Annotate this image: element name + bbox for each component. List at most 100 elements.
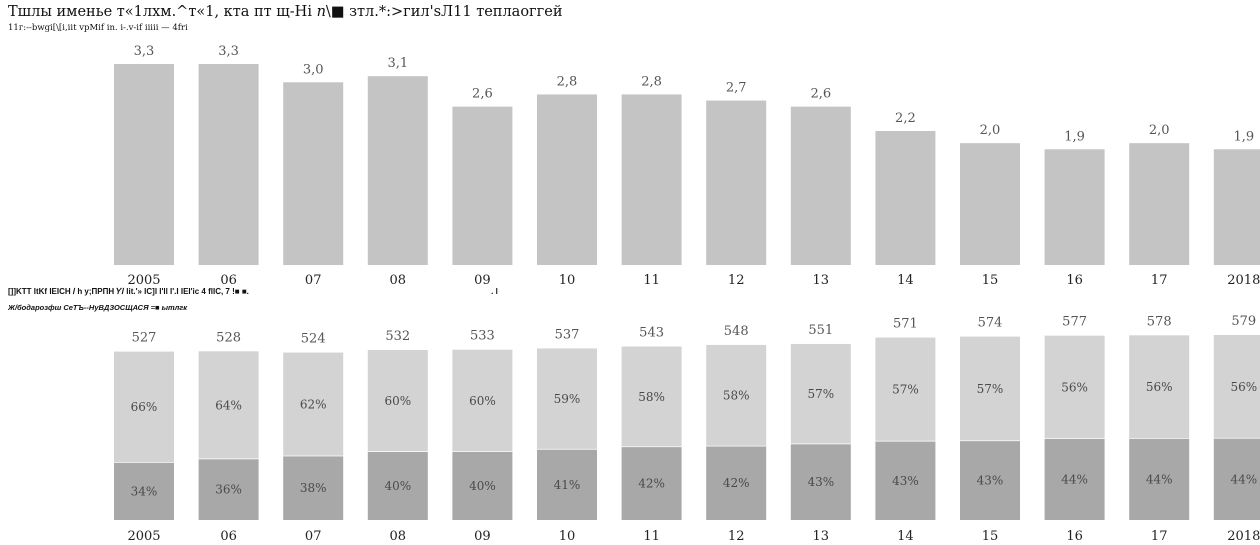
value-label-14: 2,2 (895, 111, 916, 126)
lower-pct-14: 43% (892, 474, 919, 488)
stack-lower-16 (1044, 438, 1105, 520)
chart-title: Тшлы именье т«1лхм.^т«1, кта пт щ-Нi 𝑛\■… (8, 4, 563, 20)
lower-pct-10: 41% (554, 478, 581, 492)
x-tick-bottom-11: 11 (643, 529, 660, 544)
total-label-12: 548 (724, 324, 749, 339)
x-tick-bottom-2018: 2018 (1227, 529, 1260, 544)
upper-pct-07: 62% (300, 397, 327, 411)
total-label-14: 571 (893, 317, 918, 332)
x-tick-top-11: 11 (643, 273, 660, 288)
stack-upper-15 (960, 336, 1020, 442)
bar-16 (1044, 149, 1105, 265)
x-tick-top-15: 15 (982, 273, 999, 288)
stack-lower-08 (367, 452, 428, 520)
stack-upper-13 (790, 343, 851, 445)
total-label-07: 524 (301, 332, 326, 347)
upper-pct-16: 56% (1061, 380, 1088, 394)
stack-lower-17 (1129, 438, 1190, 520)
second-chart-subtitle: Ж/бодарозфш СеТЪ--НуВДЗОСЩАСЯ =■ ытлгк (8, 303, 188, 312)
value-label-06: 3,3 (218, 44, 239, 59)
upper-pct-17: 56% (1146, 380, 1173, 394)
total-label-15: 574 (978, 316, 1003, 331)
second-chart-title-tail: . l (491, 287, 498, 296)
upper-pct-10: 59% (554, 392, 581, 406)
upper-pct-09: 60% (469, 394, 496, 408)
stack-lower-11 (621, 447, 682, 520)
upper-pct-15: 57% (977, 382, 1004, 396)
lower-pct-15: 43% (977, 474, 1004, 488)
bar-11 (621, 94, 682, 265)
value-label-16: 1,9 (1064, 129, 1085, 144)
stack-lower-07 (283, 456, 344, 520)
x-tick-top-2018: 2018 (1227, 273, 1260, 288)
bar-10 (537, 94, 597, 265)
x-tick-top-08: 08 (390, 273, 407, 288)
lower-pct-09: 40% (469, 479, 496, 493)
lower-pct-06: 36% (215, 483, 242, 497)
x-tick-top-07: 07 (305, 273, 322, 288)
value-label-07: 3,0 (303, 62, 324, 77)
bar-06 (198, 64, 259, 265)
bar-2018 (1213, 149, 1260, 265)
x-tick-top-13: 13 (813, 273, 830, 288)
x-tick-top-17: 17 (1151, 273, 1168, 288)
value-label-12: 2,7 (726, 81, 747, 96)
stack-lower-09 (452, 451, 513, 520)
upper-pct-11: 58% (638, 390, 665, 404)
x-tick-top-2005: 2005 (127, 273, 160, 288)
value-label-09: 2,6 (472, 87, 493, 102)
value-label-10: 2,8 (557, 74, 578, 89)
stack-upper-2005 (114, 351, 174, 463)
x-tick-top-10: 10 (559, 273, 576, 288)
second-chart-title-text: []]KTT ItKf IEICH 𝐼 h y;ПРПН 𝑌𝐼 lit.'» I… (8, 287, 249, 296)
stack-lower-14 (875, 441, 936, 520)
bar-12 (706, 100, 767, 265)
upper-pct-13: 57% (807, 387, 834, 401)
total-label-2018: 579 (1231, 314, 1256, 329)
x-tick-top-12: 12 (728, 273, 745, 288)
stack-upper-12 (706, 344, 767, 447)
upper-pct-06: 64% (215, 398, 242, 412)
value-label-17: 2,0 (1149, 123, 1170, 138)
x-tick-bottom-10: 10 (559, 529, 576, 544)
x-tick-bottom-14: 14 (897, 529, 914, 544)
stack-upper-14 (875, 337, 936, 442)
stack-upper-16 (1044, 335, 1105, 439)
lower-pct-16: 44% (1061, 472, 1088, 486)
lower-pct-2018: 44% (1230, 472, 1257, 486)
total-label-11: 543 (639, 326, 664, 341)
bar-2005 (114, 64, 174, 265)
bar-07 (283, 82, 344, 265)
x-tick-bottom-12: 12 (728, 529, 745, 544)
upper-pct-2005: 66% (131, 400, 158, 414)
value-label-2018: 1,9 (1233, 129, 1254, 144)
stack-upper-17 (1129, 335, 1190, 439)
bar-17 (1129, 143, 1190, 265)
stack-lower-12 (706, 446, 767, 520)
x-tick-bottom-06: 06 (220, 529, 237, 544)
value-label-13: 2,6 (810, 87, 831, 102)
stack-upper-09 (452, 349, 513, 452)
x-tick-bottom-16: 16 (1066, 529, 1083, 544)
upper-pct-12: 58% (723, 389, 750, 403)
x-tick-bottom-13: 13 (813, 529, 830, 544)
stack-lower-2018 (1213, 438, 1260, 520)
lower-pct-11: 42% (638, 477, 665, 491)
stack-upper-08 (367, 350, 428, 453)
stack-lower-2005 (114, 462, 174, 520)
total-label-16: 577 (1062, 315, 1087, 330)
lower-pct-17: 44% (1146, 472, 1173, 486)
value-label-2005: 3,3 (134, 44, 155, 59)
value-label-08: 3,1 (387, 56, 408, 71)
total-label-08: 532 (385, 329, 410, 344)
x-tick-bottom-07: 07 (305, 529, 322, 544)
total-label-13: 551 (808, 323, 833, 338)
second-chart-title: []]KTT ItKf IEICH 𝐼 h y;ПРПН 𝑌𝐼 lit.'» I… (8, 287, 498, 297)
stack-upper-2018 (1213, 335, 1260, 439)
upper-pct-14: 57% (892, 383, 919, 397)
stack-lower-15 (960, 441, 1020, 520)
bar-08 (367, 76, 428, 265)
x-tick-top-14: 14 (897, 273, 914, 288)
x-tick-bottom-15: 15 (982, 529, 999, 544)
upper-pct-08: 60% (384, 394, 411, 408)
